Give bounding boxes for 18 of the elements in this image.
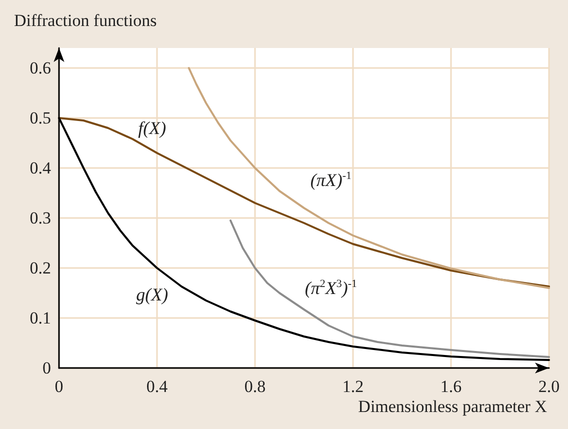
x-tick-label: 2.0 [538, 377, 560, 396]
x-tick-label: 0.4 [146, 377, 168, 396]
x-tick-label: 1.6 [440, 377, 462, 396]
y-tick-label: 0.5 [30, 108, 51, 128]
y-tick-label: 0.1 [30, 308, 51, 328]
annotation: g(X) [136, 284, 168, 304]
annotation: f(X) [138, 118, 166, 138]
y-tick-label: 0.4 [30, 158, 52, 178]
x-axis-title: Dimensionless parameter X [358, 397, 548, 416]
y-tick-label: 0 [42, 358, 51, 378]
y-tick-label: 0.6 [30, 58, 51, 78]
line-series [230, 220, 550, 358]
x-tick-label: 0 [54, 377, 64, 396]
y-tick-label: 0.3 [30, 208, 51, 228]
x-tick-label: 0.8 [244, 377, 266, 396]
y-axis-title: Diffraction functions [14, 11, 157, 30]
x-tick-label: 1.2 [342, 377, 364, 396]
y-tick-label: 0.2 [30, 258, 51, 278]
